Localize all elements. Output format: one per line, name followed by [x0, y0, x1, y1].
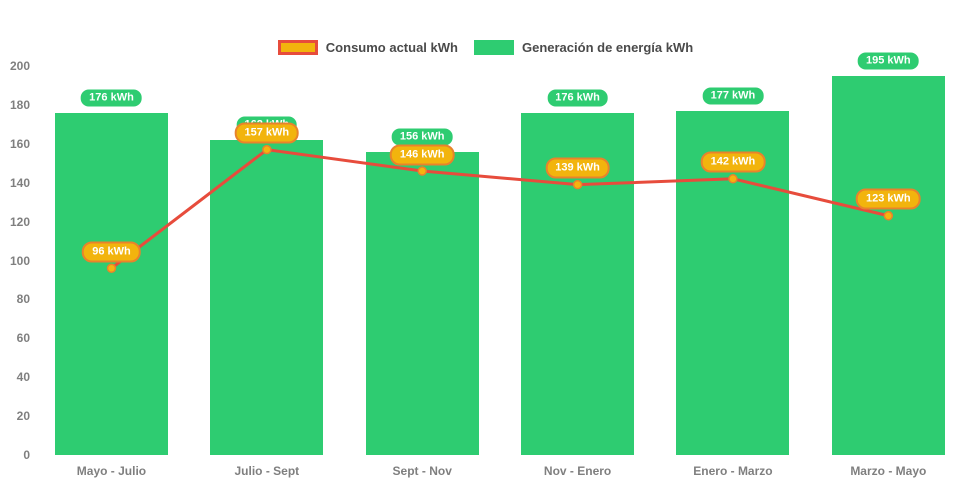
consumption-value-pill: 157 kWh: [234, 122, 300, 144]
y-axis-tick-label: 60: [16, 331, 30, 346]
y-axis-tick-label: 200: [9, 59, 30, 73]
consumption-value-pill: 139 kWh: [545, 157, 610, 179]
generacion-swatch-icon: [473, 40, 514, 55]
y-axis-tick-label: 0: [23, 448, 30, 462]
legend-item-consumo[interactable]: Consumo actual kWh: [277, 40, 458, 55]
consumption-value-pill: 142 kWh: [700, 151, 766, 173]
generation-value-pill: 176 kWh: [545, 87, 610, 109]
generation-value-pill: 156 kWh: [389, 126, 455, 148]
generation-bar[interactable]: [365, 151, 479, 455]
generation-bar[interactable]: [54, 112, 168, 455]
y-axis-tick-label: 140: [9, 175, 30, 190]
consumption-point-marker[interactable]: [262, 144, 272, 155]
y-axis-tick-label: 40: [16, 370, 30, 385]
generation-value-pill: 177 kWh: [700, 85, 766, 107]
y-axis-tick-label: 100: [9, 253, 30, 268]
x-axis-category-label: Enero - Marzo: [693, 464, 773, 478]
y-axis-tick-label: 160: [9, 136, 30, 151]
generation-bar[interactable]: [831, 75, 945, 455]
consumption-value-pill: 146 kWh: [389, 144, 455, 166]
x-axis-category-label: Nov - Enero: [543, 464, 612, 478]
consumption-point-marker[interactable]: [572, 179, 583, 190]
consumption-point-marker[interactable]: [106, 263, 117, 274]
consumo-swatch-icon: [277, 40, 318, 55]
consumption-value-pill: 123 kWh: [856, 188, 921, 210]
generation-value-pill: 195 kWh: [856, 50, 921, 72]
y-axis-tick-label: 120: [9, 214, 30, 229]
x-axis-category-label: Sept - Nov: [392, 464, 452, 478]
x-axis-category-label: Mayo - Julio: [76, 464, 147, 478]
consumption-point-marker[interactable]: [883, 211, 894, 221]
y-axis-tick-label: 180: [9, 97, 30, 112]
legend-item-generacion[interactable]: Generación de energía kWh: [473, 40, 694, 55]
y-axis-tick-label: 80: [16, 292, 30, 307]
consumption-point-marker[interactable]: [728, 174, 738, 184]
generation-bar[interactable]: [210, 139, 324, 455]
legend-label-generacion: Generación de energía kWh: [521, 40, 694, 55]
x-axis-category-label: Julio - Sept: [234, 464, 300, 478]
legend-label-consumo: Consumo actual kWh: [325, 40, 458, 55]
consumption-point-marker[interactable]: [417, 166, 427, 176]
x-axis-category-label: Marzo - Mayo: [850, 464, 927, 478]
consumption-value-pill: 96 kWh: [82, 241, 141, 263]
y-axis-tick-label: 20: [16, 409, 30, 424]
generation-value-pill: 176 kWh: [79, 87, 144, 109]
chart-legend: Consumo actual kWh Generación de energía…: [0, 40, 971, 55]
